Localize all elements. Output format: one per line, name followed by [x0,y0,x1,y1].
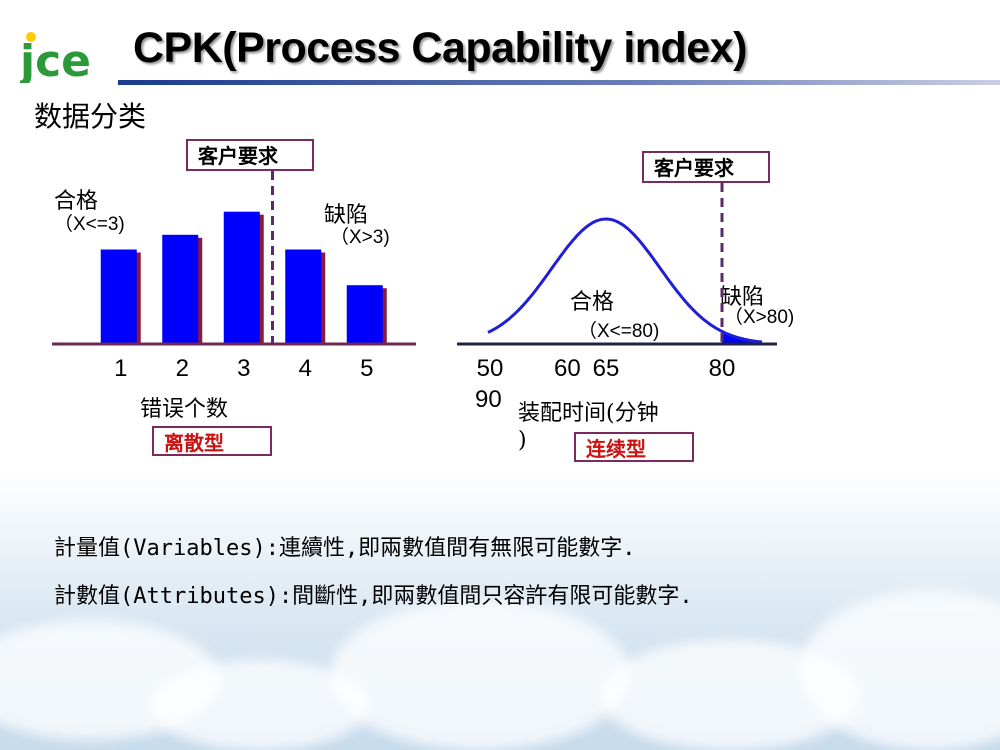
curve-x-axis-label: 装配时间(分钟 [518,401,659,426]
definition-variables: 計量值(Variables):連續性,即兩數值間有無限可能數字. [54,536,636,561]
bar-defect-label: 缺陷 [324,203,369,228]
section-title: 数据分类 [34,100,147,133]
bar-4 [285,249,322,344]
bar-x-axis-label: 错误个数 [140,397,229,422]
bar-3 [223,211,260,344]
curve-x-tick-second-line: 90 [475,386,502,413]
curve-spec-label: 客户要求 [642,151,770,183]
bar-x-tick-4: 4 [299,355,312,382]
curve-line [487,217,763,344]
bar-2 [162,234,199,344]
bar-spec-label: 客户要求 [186,139,314,171]
curve-x-tick-60: 60 [554,355,581,382]
curve-category-label: 连续型 [574,432,694,462]
curve-defect-condition: （X>80) [724,307,795,328]
logo-text: jce [20,36,91,83]
bar-x-tick-3: 3 [237,355,250,382]
jce-logo: jce [20,32,91,83]
definition-attributes: 計數值(Attributes):間斷性,即兩數值間只容許有限可能數字. [54,584,693,609]
bar-pass-condition: （X<=3) [54,214,125,235]
bar-5 [346,285,383,344]
bar-category-label: 离散型 [152,426,272,456]
bar-x-tick-1: 1 [114,355,127,382]
bar-x-tick-5: 5 [360,355,373,382]
bar-1 [100,249,137,344]
bar-defect-condition: （X>3) [330,227,390,248]
page-title: CPK(Process Capability index) [133,24,747,72]
bar-pass-label: 合格 [54,189,99,214]
cloud-background [0,470,1000,750]
bar-x-tick-2: 2 [176,355,189,382]
curve-pass-condition: （X<=80) [578,321,660,342]
curve-x-tick-65: 65 [593,355,620,382]
curve-pass-label: 合格 [570,290,615,315]
curve-x-tick-80: 80 [709,355,736,382]
curve-x-tick-50: 50 [477,355,504,382]
curve-defect-label: 缺陷 [720,285,765,310]
title-rule [118,80,1000,85]
curve-x-axis-label-wrap: ) [518,428,527,453]
